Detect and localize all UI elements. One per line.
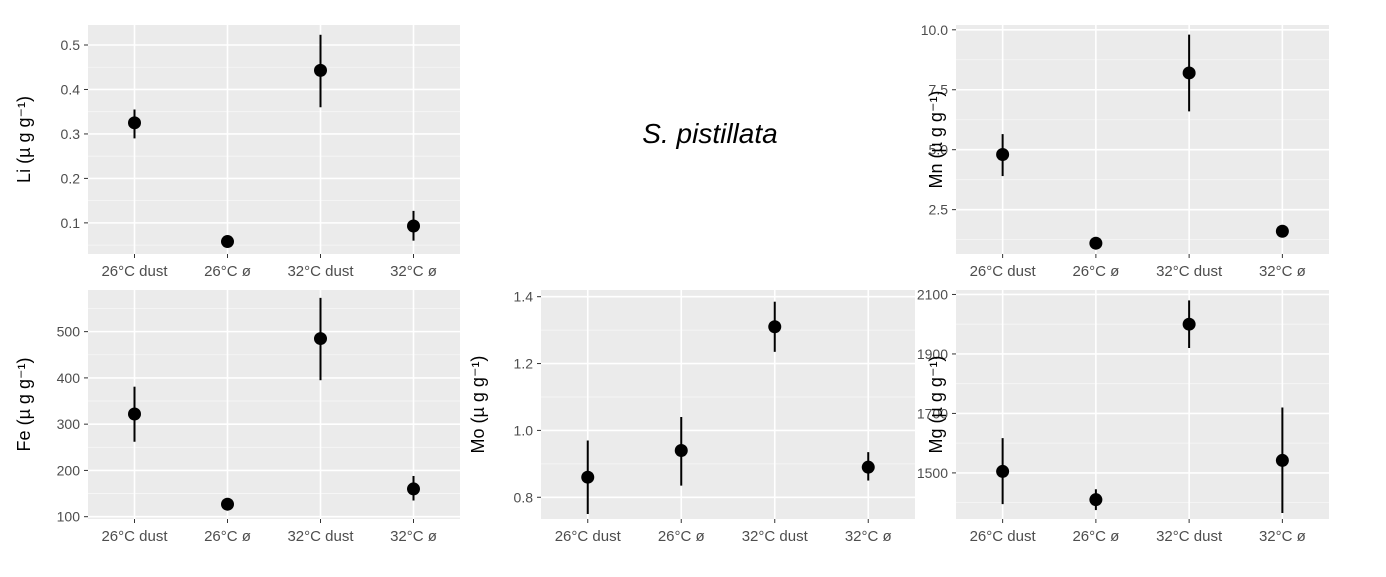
x-tick-label: 32°C ø bbox=[1259, 528, 1306, 545]
x-tick-label: 32°C ø bbox=[1259, 263, 1306, 280]
x-tick-label: 26°C ø bbox=[204, 528, 251, 545]
y-tick-label: 10.0 bbox=[921, 22, 948, 38]
y-tick-label: 100 bbox=[57, 509, 81, 525]
y-axis-title: Mo (µ g g⁻¹) bbox=[468, 356, 488, 454]
panel-mg: 1500 1700 1900 2100 26°C dust 26°C ø 32°C dust… bbox=[917, 286, 1329, 545]
data-point bbox=[581, 470, 595, 484]
x-tick-label: 26°C dust bbox=[970, 528, 1037, 545]
y-tick-label: 2100 bbox=[917, 286, 948, 302]
panel-background bbox=[956, 25, 1329, 254]
panel-fe: 100 200 300 400 500 26°C dust 26°C ø 32°C dust 3… bbox=[14, 290, 460, 545]
x-tick-label: 26°C ø bbox=[1072, 263, 1119, 280]
figure-title: S. pistillata bbox=[642, 118, 778, 149]
y-axis-title: Mn (µ g g⁻¹) bbox=[926, 91, 946, 189]
panel-background bbox=[88, 25, 460, 254]
y-tick-label: 5.0 bbox=[929, 142, 949, 158]
x-tick-label: 26°C ø bbox=[204, 263, 251, 280]
x-tick-label: 26°C ø bbox=[1072, 528, 1119, 545]
y-tick-label: 0.1 bbox=[61, 215, 81, 231]
y-tick-label: 200 bbox=[57, 462, 81, 478]
data-point bbox=[996, 147, 1010, 161]
y-tick-label: 1.0 bbox=[514, 422, 534, 438]
x-tick-label: 32°C dust bbox=[287, 263, 354, 280]
data-point bbox=[314, 332, 327, 346]
x-tick-label: 32°C dust bbox=[742, 528, 809, 545]
y-tick-label: 1900 bbox=[917, 346, 948, 362]
panel-mo: 0.8 1.0 1.2 1.4 26°C dust 26°C ø 32°C dust 32°C… bbox=[468, 289, 915, 545]
y-tick-label: 400 bbox=[57, 370, 81, 386]
x-tick-label: 32°C dust bbox=[1156, 528, 1223, 545]
y-axis-title: Mg (µ g g⁻¹) bbox=[926, 356, 946, 454]
y-tick-label: 7.5 bbox=[929, 82, 949, 98]
panel-background bbox=[956, 290, 1329, 519]
data-point bbox=[407, 482, 420, 496]
data-point bbox=[674, 443, 688, 457]
y-tick-label: 0.3 bbox=[61, 126, 81, 142]
y-tick-label: 1.4 bbox=[514, 289, 534, 305]
y-tick-label: 1.2 bbox=[514, 356, 534, 372]
x-tick-label: 32°C ø bbox=[845, 528, 892, 545]
x-tick-label: 32°C dust bbox=[287, 528, 354, 545]
panel-li: 0.1 0.2 0.3 0.4 0.5 26°C dust 26°C ø 32°C dust 3… bbox=[14, 25, 460, 280]
x-tick-label: 26°C dust bbox=[101, 263, 168, 280]
y-axis-title: Fe (µ g g⁻¹) bbox=[14, 358, 34, 452]
y-tick-label: 1700 bbox=[917, 405, 948, 421]
y-axis-title: Li (µ g g⁻¹) bbox=[14, 96, 34, 183]
data-point bbox=[768, 320, 782, 334]
y-tick-label: 500 bbox=[57, 324, 81, 340]
data-point bbox=[1182, 317, 1196, 331]
x-tick-label: 26°C dust bbox=[970, 263, 1037, 280]
data-point bbox=[128, 407, 141, 421]
panel-mn: 2.5 5.0 7.5 10.0 26°C dust 26°C ø 32°C dust 32°… bbox=[921, 22, 1329, 280]
data-point bbox=[407, 219, 420, 233]
data-point bbox=[996, 464, 1010, 478]
panel-background bbox=[88, 290, 460, 519]
data-point bbox=[1182, 66, 1196, 80]
data-point bbox=[221, 235, 234, 249]
x-tick-label: 32°C ø bbox=[390, 263, 437, 280]
x-tick-label: 26°C dust bbox=[101, 528, 168, 545]
data-point bbox=[314, 63, 327, 77]
x-tick-label: 32°C dust bbox=[1156, 263, 1223, 280]
panel-background bbox=[541, 290, 915, 519]
data-point bbox=[1089, 236, 1103, 250]
x-tick-label: 26°C ø bbox=[658, 528, 705, 545]
y-tick-label: 0.4 bbox=[61, 81, 81, 97]
x-tick-label: 26°C dust bbox=[555, 528, 622, 545]
data-point bbox=[861, 460, 875, 474]
y-tick-label: 300 bbox=[57, 416, 81, 432]
data-point bbox=[221, 497, 234, 511]
y-tick-label: 2.5 bbox=[929, 202, 949, 218]
data-point bbox=[1275, 224, 1289, 238]
y-tick-label: 0.8 bbox=[514, 489, 534, 505]
y-tick-label: 1500 bbox=[917, 465, 948, 481]
x-tick-label: 32°C ø bbox=[390, 528, 437, 545]
y-tick-label: 0.2 bbox=[61, 170, 81, 186]
data-point bbox=[128, 116, 141, 130]
data-point bbox=[1275, 453, 1289, 467]
y-tick-label: 0.5 bbox=[61, 37, 81, 53]
data-point bbox=[1089, 493, 1103, 507]
